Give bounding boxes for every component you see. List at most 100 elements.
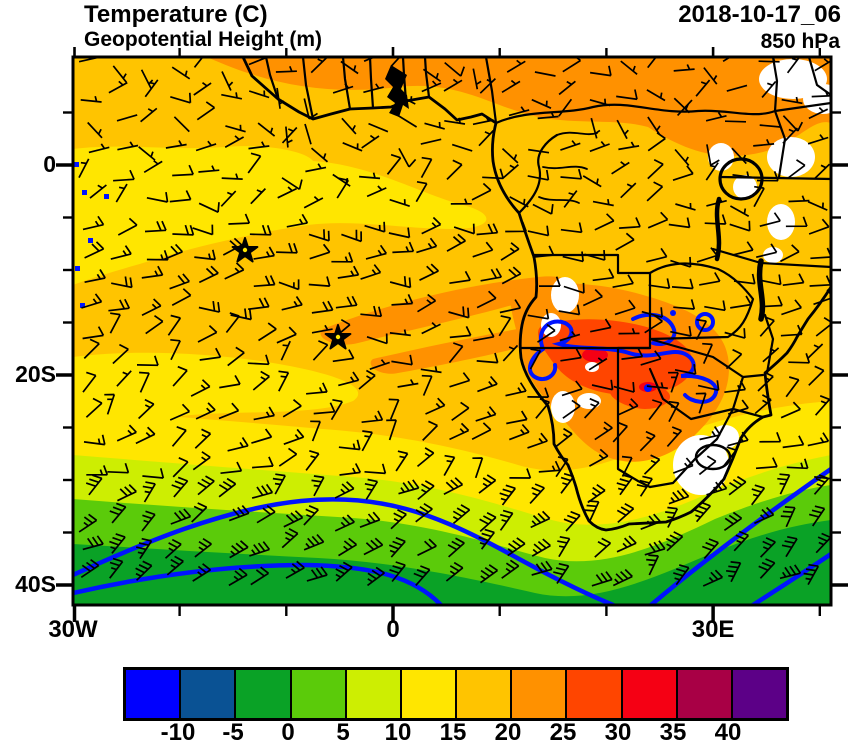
wind-barb [560, 348, 582, 362]
wind-barb [286, 213, 309, 228]
wind-barb [704, 300, 726, 312]
wind-barb [251, 428, 273, 444]
wind-barb [501, 559, 520, 579]
wind-barb [501, 147, 519, 164]
wind-barb [668, 488, 690, 505]
wind-barb [276, 87, 285, 109]
wind-barb [722, 446, 737, 468]
wind-barb [366, 566, 385, 587]
wind-barb [673, 564, 690, 586]
wind-barb [193, 82, 212, 96]
wind-barb [591, 379, 614, 391]
wind-barb [303, 195, 324, 209]
wind-barb [753, 185, 765, 208]
wind-barb [224, 135, 245, 149]
wind-barb [590, 117, 601, 139]
wind-barb [135, 560, 153, 581]
wind-barb [398, 147, 417, 168]
wind-barb [162, 243, 184, 261]
wind-barb [759, 274, 782, 286]
wind-barb [695, 79, 711, 97]
wind-barb [806, 343, 824, 360]
wind-barb [449, 372, 471, 388]
wind-barb [482, 168, 505, 180]
wind-barb [499, 484, 516, 506]
colorbar-cell-9 [620, 670, 676, 718]
wind-barb [723, 511, 743, 531]
wind-barb [476, 352, 499, 364]
wind-barb [104, 393, 116, 415]
wind-barb [621, 347, 644, 360]
wind-barb [616, 119, 629, 140]
wind-barb [508, 106, 530, 117]
wind-barb [759, 212, 781, 228]
wind-barb [582, 175, 602, 188]
wind-barb [751, 484, 766, 506]
wind-barb [248, 90, 270, 99]
wind-barb [785, 216, 808, 228]
wind-barb [640, 350, 662, 366]
wind-barb [253, 246, 276, 260]
wind-barb [449, 270, 471, 285]
wind-barb [507, 537, 526, 557]
wind-barb [722, 57, 732, 63]
wind-barb [592, 268, 615, 282]
wind-barb [341, 229, 363, 243]
wind-barb [757, 371, 774, 392]
wind-barb [389, 561, 406, 583]
wind-barb [706, 196, 727, 207]
wind-barb [527, 387, 550, 398]
wind-barb [109, 533, 126, 554]
wind-barb [472, 241, 494, 258]
wind-barb [199, 347, 222, 361]
wind-barb [502, 344, 519, 362]
wind-barb [562, 251, 584, 263]
wind-barb [417, 480, 435, 501]
lake-volta [385, 65, 409, 117]
wind-barb [675, 202, 696, 211]
wind-barb [618, 141, 640, 151]
wind-barb [109, 502, 127, 524]
wind-barb [443, 78, 463, 92]
colorbar-cell-11 [730, 670, 787, 718]
wind-barb [476, 223, 499, 236]
wind-barb [644, 540, 666, 556]
lake-tanganyika [714, 196, 722, 262]
wind-barb [398, 479, 420, 495]
wind-barb [529, 483, 545, 504]
title-variable: Temperature (C) [84, 1, 268, 28]
wind-barb [728, 475, 747, 496]
wind-barb [813, 163, 831, 180]
wind-barb [591, 571, 613, 587]
wind-barb [195, 402, 216, 420]
wind-barb [145, 314, 164, 335]
wind-barb [508, 423, 530, 441]
wind-barb [390, 509, 407, 530]
wind-barb [117, 483, 137, 502]
wind-barb [173, 116, 190, 133]
wind-barb [331, 252, 354, 263]
wind-barb [416, 447, 435, 468]
wind-barb [139, 371, 150, 393]
wind-barb [230, 308, 252, 321]
wind-barb [640, 513, 661, 530]
wind-barb [531, 560, 553, 576]
wind-barb [478, 474, 497, 494]
wind-barb [339, 463, 362, 476]
wind-barb [451, 143, 473, 152]
wind-barb [780, 401, 801, 419]
wind-barb [363, 537, 384, 556]
wind-barb [193, 57, 204, 68]
wind-barb [342, 142, 363, 152]
wind-barb [386, 153, 402, 175]
wind-barb [85, 474, 103, 496]
wind-barb [782, 273, 805, 287]
wind-barb [583, 397, 600, 419]
wind-barb [116, 370, 132, 387]
map-frame [71, 55, 833, 607]
wind-barb [780, 244, 800, 263]
wind-barb [589, 65, 612, 77]
wind-barb [648, 278, 671, 290]
wind-barb [476, 290, 497, 309]
